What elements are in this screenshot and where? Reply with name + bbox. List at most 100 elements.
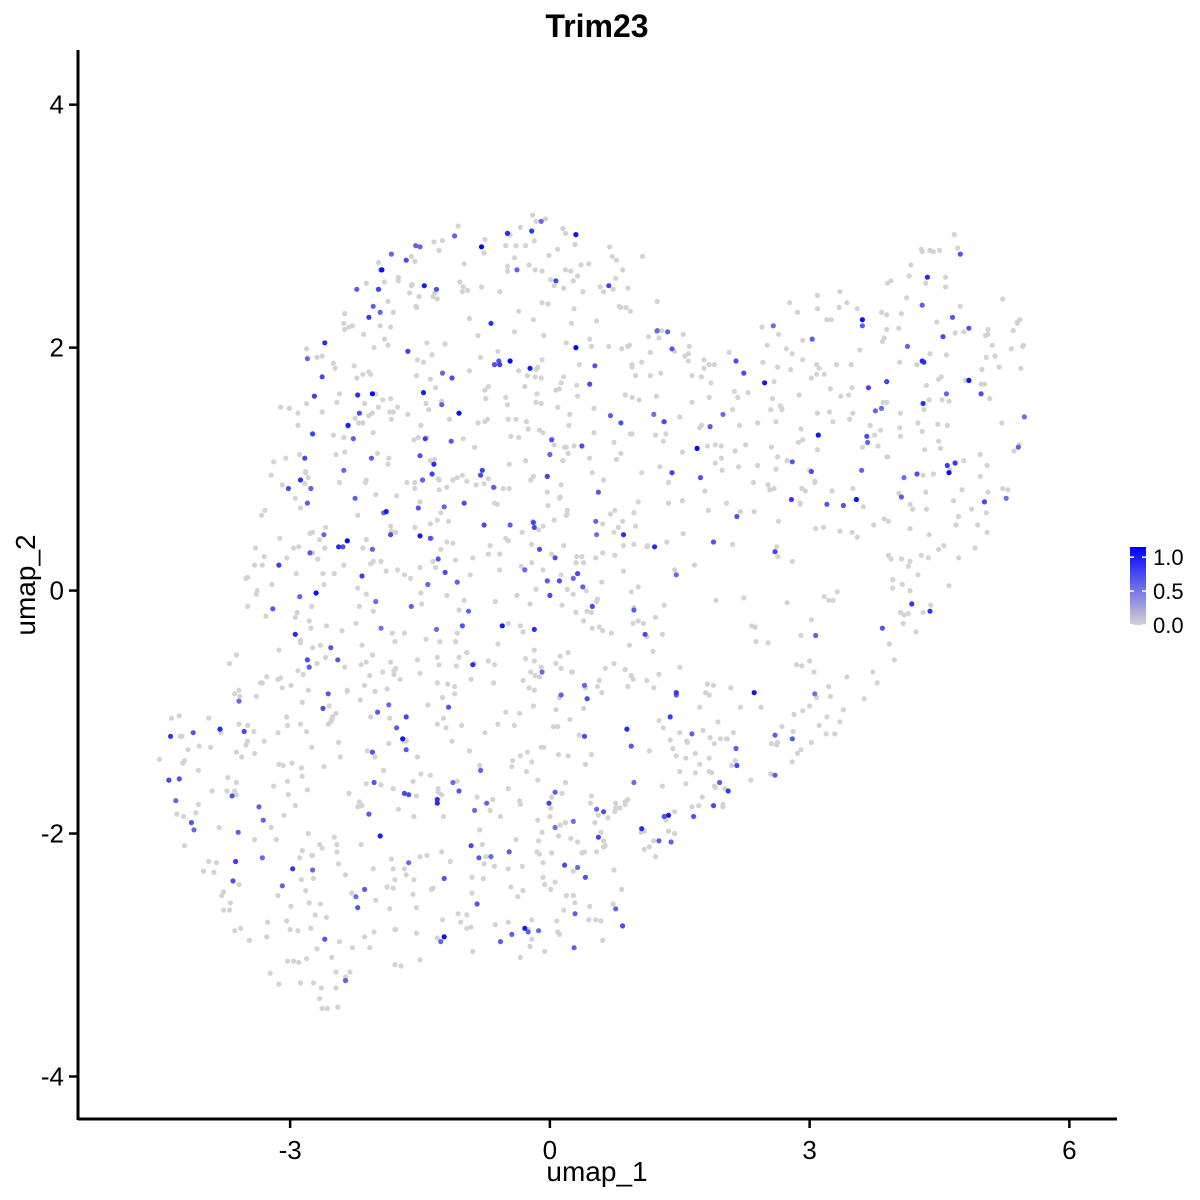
data-point [504, 402, 511, 408]
data-point [369, 546, 375, 552]
data-point [626, 342, 633, 348]
data-point [768, 771, 774, 777]
data-point [505, 416, 511, 422]
data-point [857, 347, 863, 353]
data-point [359, 803, 365, 809]
data-point [284, 778, 291, 784]
data-point [871, 522, 877, 528]
data-point [594, 683, 601, 690]
data-point [333, 710, 339, 716]
data-point [798, 426, 804, 432]
data-point [392, 926, 398, 933]
data-point [556, 386, 563, 392]
data-point [377, 833, 383, 839]
data-point [706, 755, 712, 761]
data-point [846, 392, 852, 398]
data-point [923, 506, 930, 512]
data-point [597, 284, 603, 290]
data-point [330, 432, 336, 438]
data-point [661, 602, 667, 608]
data-point [436, 487, 442, 493]
data-point [539, 268, 545, 274]
data-point [794, 662, 800, 668]
data-point [380, 669, 386, 675]
data-point [419, 601, 425, 607]
data-point [575, 273, 581, 279]
data-point [305, 475, 311, 481]
data-point [673, 572, 679, 578]
data-point [466, 315, 472, 322]
data-point [296, 959, 302, 965]
data-point [378, 558, 384, 565]
data-point [691, 562, 698, 568]
data-point [683, 781, 689, 787]
data-point [772, 732, 778, 738]
data-point [546, 800, 552, 806]
data-point [720, 804, 726, 810]
data-point [434, 721, 440, 727]
data-point [677, 769, 683, 775]
data-point [304, 356, 310, 362]
data-point [408, 283, 414, 289]
data-point [631, 510, 637, 516]
data-point [293, 571, 299, 577]
data-point [216, 824, 222, 831]
data-point [561, 907, 567, 913]
data-point [811, 669, 817, 675]
data-point [799, 663, 805, 669]
colorbar-tick-label: 0.5 [1153, 579, 1184, 604]
data-point [417, 533, 423, 539]
data-point [513, 837, 519, 843]
data-point [904, 295, 910, 301]
data-point [946, 470, 952, 476]
data-point [430, 558, 436, 565]
data-point [268, 824, 274, 831]
data-point [567, 411, 573, 417]
data-point [905, 563, 911, 569]
data-point [566, 422, 572, 428]
data-point [689, 731, 695, 737]
data-point [195, 767, 201, 774]
data-point [405, 411, 411, 417]
data-point [824, 714, 830, 720]
data-point [939, 397, 945, 403]
data-point [789, 759, 795, 765]
data-point [573, 609, 579, 616]
data-point [321, 581, 327, 588]
data-point [639, 359, 645, 365]
data-point [238, 925, 244, 931]
data-point [438, 546, 444, 552]
data-point [774, 742, 780, 748]
data-point [645, 543, 651, 549]
data-point [319, 353, 325, 359]
data-point [607, 244, 613, 250]
data-point [341, 562, 347, 568]
data-point [329, 954, 335, 961]
data-point [669, 346, 675, 352]
data-point [443, 725, 449, 731]
data-point [303, 470, 309, 476]
data-point [605, 815, 611, 821]
data-point [536, 928, 542, 934]
data-point [478, 244, 485, 250]
data-point [360, 420, 366, 426]
data-point [542, 216, 549, 222]
data-point [435, 786, 441, 792]
data-point [400, 736, 406, 742]
data-point [522, 567, 528, 573]
data-point [587, 381, 593, 387]
data-point [401, 572, 407, 578]
y-axis-label: umap_2 [10, 534, 41, 635]
data-point [613, 275, 619, 281]
data-point [627, 308, 634, 314]
data-point [478, 354, 484, 360]
data-point [526, 262, 532, 268]
data-point [923, 489, 929, 495]
data-point [800, 337, 806, 343]
data-point [854, 534, 860, 540]
data-point [631, 779, 637, 786]
data-point [207, 744, 214, 750]
data-point [511, 255, 517, 261]
data-point [808, 375, 815, 381]
data-point [241, 728, 247, 735]
